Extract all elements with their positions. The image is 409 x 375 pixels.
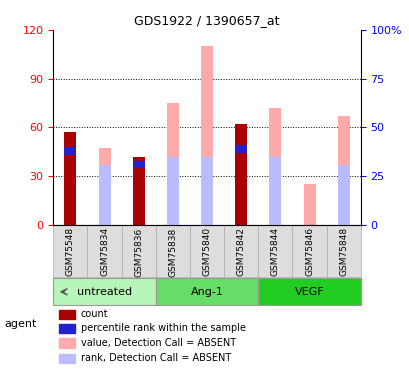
Bar <box>59 354 74 363</box>
Bar <box>224 225 258 277</box>
Text: GSM75838: GSM75838 <box>168 227 177 276</box>
Bar <box>303 184 315 225</box>
Bar <box>121 225 155 277</box>
Bar <box>166 103 178 225</box>
Bar <box>98 148 110 225</box>
Text: count: count <box>81 309 108 320</box>
Bar <box>155 278 258 305</box>
Bar <box>189 225 224 277</box>
Bar <box>235 124 247 225</box>
Text: Ang-1: Ang-1 <box>190 287 223 297</box>
Bar <box>337 116 349 225</box>
Bar <box>53 225 87 277</box>
Bar <box>98 165 110 225</box>
Text: GSM75842: GSM75842 <box>236 227 245 276</box>
Bar <box>292 225 326 277</box>
Bar <box>59 310 74 319</box>
Bar <box>133 157 144 225</box>
Text: GSM75846: GSM75846 <box>304 227 313 276</box>
Text: GSM75834: GSM75834 <box>100 227 109 276</box>
Bar <box>155 225 189 277</box>
Bar <box>200 157 213 225</box>
Bar <box>166 157 178 225</box>
Bar <box>53 278 155 305</box>
Bar <box>258 278 360 305</box>
Bar <box>269 157 281 225</box>
Bar <box>59 338 74 348</box>
Bar <box>64 147 76 155</box>
Bar <box>258 225 292 277</box>
Text: rank, Detection Call = ABSENT: rank, Detection Call = ABSENT <box>81 353 231 363</box>
Text: GSM75836: GSM75836 <box>134 227 143 276</box>
Bar <box>59 324 74 333</box>
Bar <box>64 132 76 225</box>
Bar <box>133 161 144 168</box>
Bar <box>326 225 360 277</box>
Bar <box>235 145 247 153</box>
Bar <box>269 108 281 225</box>
Text: GSM75848: GSM75848 <box>338 227 347 276</box>
Text: VEGF: VEGF <box>294 287 324 297</box>
Text: GSM75844: GSM75844 <box>270 227 279 276</box>
Text: agent: agent <box>4 320 36 329</box>
Text: untreated: untreated <box>77 287 132 297</box>
Title: GDS1922 / 1390657_at: GDS1922 / 1390657_at <box>134 15 279 27</box>
Bar <box>87 225 121 277</box>
Text: percentile rank within the sample: percentile rank within the sample <box>81 323 245 333</box>
Text: GSM75548: GSM75548 <box>66 227 75 276</box>
Bar <box>200 46 213 225</box>
Bar <box>337 165 349 225</box>
Text: value, Detection Call = ABSENT: value, Detection Call = ABSENT <box>81 338 236 348</box>
Bar <box>133 165 144 225</box>
Text: GSM75840: GSM75840 <box>202 227 211 276</box>
